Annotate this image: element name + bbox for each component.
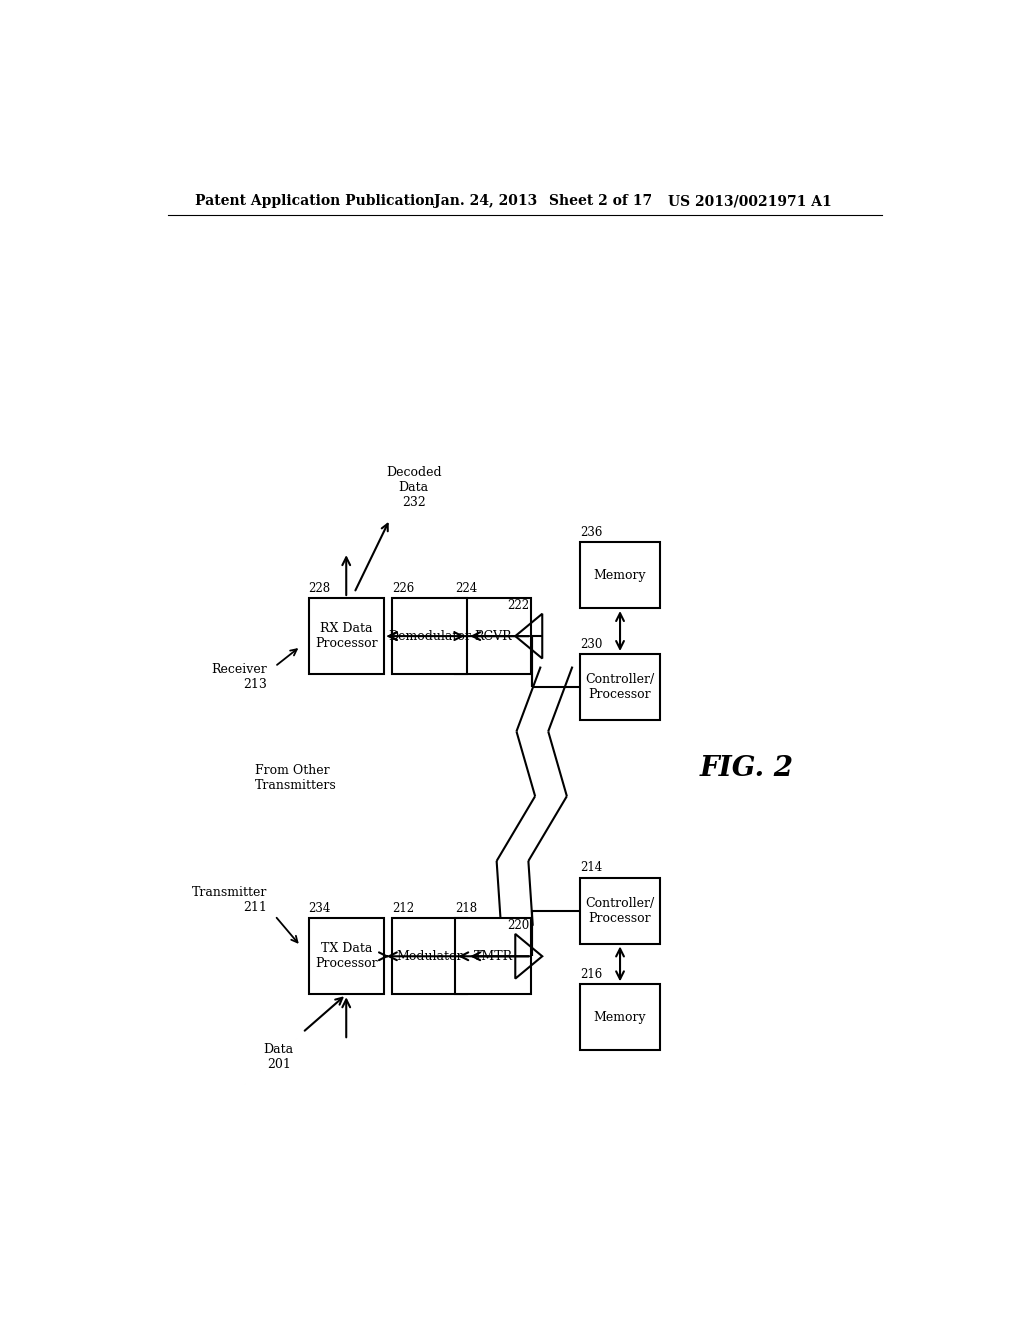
Text: Transmitter
211: Transmitter 211 xyxy=(191,886,267,915)
Text: 212: 212 xyxy=(392,902,414,915)
Text: 236: 236 xyxy=(581,527,603,539)
Text: Jan. 24, 2013: Jan. 24, 2013 xyxy=(433,194,537,209)
Text: Controller/
Processor: Controller/ Processor xyxy=(586,896,654,924)
Text: Modulator: Modulator xyxy=(396,950,463,962)
Text: 220: 220 xyxy=(507,919,529,932)
Text: 226: 226 xyxy=(392,582,414,595)
FancyBboxPatch shape xyxy=(581,985,659,1051)
Text: US 2013/0021971 A1: US 2013/0021971 A1 xyxy=(668,194,831,209)
Text: 230: 230 xyxy=(581,638,603,651)
FancyBboxPatch shape xyxy=(456,598,530,675)
Text: 222: 222 xyxy=(507,599,529,611)
Text: Demodulator: Demodulator xyxy=(388,630,471,643)
Text: Receiver
213: Receiver 213 xyxy=(211,663,267,690)
Text: From Other
Transmitters: From Other Transmitters xyxy=(255,764,337,792)
FancyBboxPatch shape xyxy=(581,653,659,719)
Text: 228: 228 xyxy=(308,582,331,595)
Text: Data
201: Data 201 xyxy=(264,1043,294,1071)
FancyBboxPatch shape xyxy=(581,543,659,609)
Text: 218: 218 xyxy=(456,902,477,915)
Text: 234: 234 xyxy=(308,902,331,915)
FancyBboxPatch shape xyxy=(581,878,659,944)
Text: TMTR: TMTR xyxy=(473,950,513,962)
FancyBboxPatch shape xyxy=(308,919,384,994)
Text: 224: 224 xyxy=(456,582,477,595)
Text: RX Data
Processor: RX Data Processor xyxy=(315,622,378,651)
FancyBboxPatch shape xyxy=(456,919,530,994)
Text: Controller/
Processor: Controller/ Processor xyxy=(586,673,654,701)
Text: Patent Application Publication: Patent Application Publication xyxy=(196,194,435,209)
Text: RCVR: RCVR xyxy=(474,630,512,643)
Text: Memory: Memory xyxy=(594,569,646,582)
Text: 214: 214 xyxy=(581,862,602,874)
Text: Memory: Memory xyxy=(594,1011,646,1024)
FancyBboxPatch shape xyxy=(392,598,467,675)
Text: TX Data
Processor: TX Data Processor xyxy=(315,942,378,970)
Text: Sheet 2 of 17: Sheet 2 of 17 xyxy=(549,194,651,209)
Text: Decoded
Data
232: Decoded Data 232 xyxy=(386,466,441,510)
FancyBboxPatch shape xyxy=(308,598,384,675)
Text: 216: 216 xyxy=(581,968,602,981)
Text: FIG. 2: FIG. 2 xyxy=(700,755,794,781)
FancyBboxPatch shape xyxy=(392,919,467,994)
